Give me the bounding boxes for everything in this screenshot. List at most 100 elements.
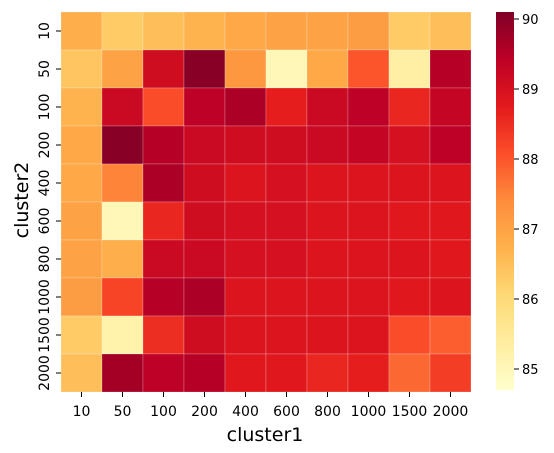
heatmap-cell-2000-100 — [142, 353, 185, 393]
heatmap-cell-1000-10 — [60, 277, 103, 317]
y-tick-label: 1500 — [37, 317, 53, 353]
heatmap-cell-800-10 — [60, 239, 103, 279]
colorbar-tick-label: 86 — [522, 293, 539, 308]
heatmap-cell-2000-800 — [306, 353, 349, 393]
heatmap-cell-1500-100 — [142, 315, 185, 355]
heatmap-cell-400-800 — [306, 163, 349, 203]
heatmap-cell-200-800 — [306, 125, 349, 165]
x-tick-label: 1500 — [392, 404, 428, 420]
heatmap-cell-400-200 — [183, 163, 226, 203]
heatmap-cell-400-400 — [224, 163, 267, 203]
heatmap-cell-2000-10 — [60, 353, 103, 393]
heatmap-cell-1000-400 — [224, 277, 267, 317]
heatmap-cell-100-600 — [265, 87, 308, 127]
heatmap-cell-50-100 — [142, 49, 185, 89]
heatmap-cell-1000-600 — [265, 277, 308, 317]
heatmap-cell-600-10 — [60, 201, 103, 241]
heatmap-cell-400-10 — [60, 163, 103, 203]
heatmap-cell-200-200 — [183, 125, 226, 165]
heatmap-cell-2000-50 — [101, 353, 144, 393]
heatmap-cell-200-1500 — [388, 125, 431, 165]
x-tick-label: 200 — [191, 404, 218, 420]
heatmap-cell-800-100 — [142, 239, 185, 279]
heatmap-cell-50-1500 — [388, 49, 431, 89]
heatmap-cell-600-200 — [183, 201, 226, 241]
x-tick-label: 400 — [232, 404, 259, 420]
heatmap-cell-600-50 — [101, 201, 144, 241]
heatmap-cell-600-1500 — [388, 201, 431, 241]
heatmap-cell-1000-1000 — [347, 277, 390, 317]
heatmap-cell-50-2000 — [429, 49, 472, 89]
heatmap-cell-200-100 — [142, 125, 185, 165]
colorbar-ticks: 85 86 87 88 89 90 — [514, 13, 539, 378]
heatmap-cell-400-1000 — [347, 163, 390, 203]
x-tick-label: 10 — [73, 404, 91, 420]
heatmap-cell-1000-200 — [183, 277, 226, 317]
heatmap-cell-2000-1500 — [388, 353, 431, 393]
heatmap-cell-2000-400 — [224, 353, 267, 393]
heatmap-cell-1000-2000 — [429, 277, 472, 317]
heatmap-cell-10-400 — [224, 11, 267, 51]
heatmap-cell-600-1000 — [347, 201, 390, 241]
heatmap-cell-100-2000 — [429, 87, 472, 127]
heatmap-cell-100-50 — [101, 87, 144, 127]
heatmap-cell-1000-800 — [306, 277, 349, 317]
heatmap-cell-10-50 — [101, 11, 144, 51]
heatmap-cell-10-600 — [265, 11, 308, 51]
heatmap-cell-1500-1500 — [388, 315, 431, 355]
heatmap-cell-50-200 — [183, 49, 226, 89]
y-tick-labels: 10 50 100 200 400 600 800 1000 1500 2000 — [37, 22, 61, 391]
heatmap-cell-2000-600 — [265, 353, 308, 393]
heatmap-cell-2000-200 — [183, 353, 226, 393]
colorbar-tick-label: 87 — [522, 223, 539, 238]
colorbar-tick-label: 85 — [522, 363, 539, 378]
heatmap-cell-100-10 — [60, 87, 103, 127]
y-tick-label: 10 — [37, 22, 53, 40]
y-tick-label: 200 — [37, 132, 53, 159]
heatmap-cell-400-600 — [265, 163, 308, 203]
x-tick-label: 800 — [314, 404, 341, 420]
heatmap-cell-10-2000 — [429, 11, 472, 51]
y-tick-label: 400 — [37, 170, 53, 197]
heatmap-cell-200-600 — [265, 125, 308, 165]
heatmap-cell-1500-400 — [224, 315, 267, 355]
x-tick-label: 600 — [273, 404, 300, 420]
colorbar-tick-label: 89 — [522, 83, 539, 98]
y-tick-label: 2000 — [37, 355, 53, 391]
heatmap-cell-200-2000 — [429, 125, 472, 165]
heatmap-cell-600-600 — [265, 201, 308, 241]
heatmap-cell-1500-600 — [265, 315, 308, 355]
heatmap-cell-600-100 — [142, 201, 185, 241]
heatmap-cell-10-10 — [60, 11, 103, 51]
heatmap-cell-10-100 — [142, 11, 185, 51]
x-tick-labels: 10 50 100 200 400 600 800 1000 1500 2000 — [73, 392, 468, 420]
y-tick-label: 600 — [37, 208, 53, 235]
heatmap-cell-100-200 — [183, 87, 226, 127]
heatmap-cell-800-800 — [306, 239, 349, 279]
heatmap-cell-400-2000 — [429, 163, 472, 203]
heatmap-cell-100-1500 — [388, 87, 431, 127]
x-tick-label: 100 — [150, 404, 177, 420]
heatmap-cell-50-600 — [265, 49, 308, 89]
heatmap-cell-1500-1000 — [347, 315, 390, 355]
colorbar-tick-label: 88 — [522, 153, 539, 168]
heatmap-cell-800-2000 — [429, 239, 472, 279]
heatmap-cell-400-100 — [142, 163, 185, 203]
heatmap-cell-100-400 — [224, 87, 267, 127]
heatmap-cell-100-1000 — [347, 87, 390, 127]
heatmap-cell-600-800 — [306, 201, 349, 241]
heatmap-cell-600-400 — [224, 201, 267, 241]
heatmap-cell-600-2000 — [429, 201, 472, 241]
heatmap-cell-10-200 — [183, 11, 226, 51]
y-axis-label: cluster2 — [11, 162, 33, 239]
heatmap-cell-1500-800 — [306, 315, 349, 355]
heatmap-cell-1500-50 — [101, 315, 144, 355]
heatmap-cell-800-1500 — [388, 239, 431, 279]
heatmap-cell-800-600 — [265, 239, 308, 279]
heatmap-cell-10-1500 — [388, 11, 431, 51]
heatmap-cell-50-10 — [60, 49, 103, 89]
heatmap-cell-1000-1500 — [388, 277, 431, 317]
heatmap-cell-400-50 — [101, 163, 144, 203]
heatmap-cell-50-400 — [224, 49, 267, 89]
